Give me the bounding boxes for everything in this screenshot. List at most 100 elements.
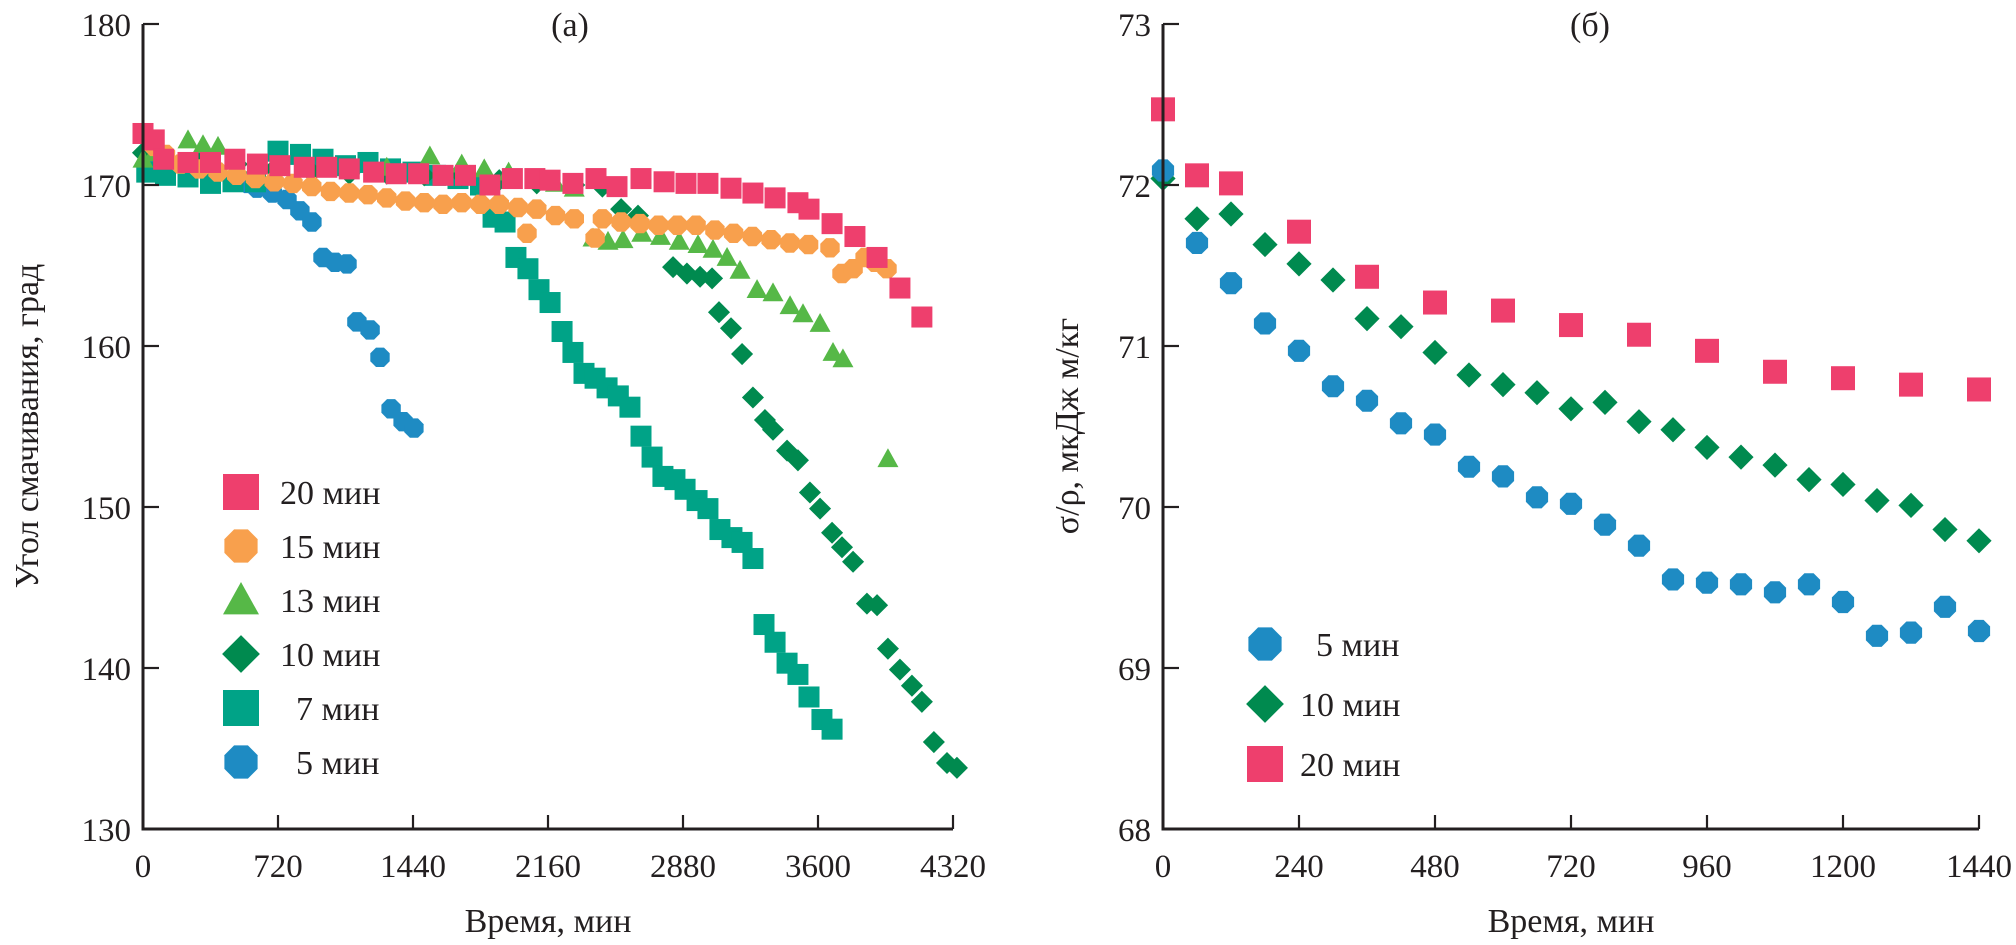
legend-marker-diamond-icon	[1246, 685, 1284, 723]
legend: 5 мин 10 мин 20 мин	[1246, 627, 1400, 784]
data-point	[1831, 590, 1855, 614]
data-point	[809, 312, 831, 332]
data-point	[866, 594, 889, 617]
data-point	[455, 164, 476, 186]
data-point	[489, 194, 509, 214]
legend-item: 20 мин	[1247, 746, 1400, 784]
data-point	[1218, 201, 1244, 227]
data-point	[697, 172, 719, 194]
data-point	[798, 234, 819, 255]
legend-label: 20 мин	[1300, 747, 1400, 784]
data-point	[1524, 380, 1550, 406]
data-point	[246, 153, 268, 175]
x-tick-label: 240	[1274, 849, 1324, 885]
data-point	[761, 230, 781, 250]
data-point	[1661, 568, 1685, 591]
data-point	[562, 172, 584, 194]
data-point	[1184, 206, 1210, 232]
data-point	[1933, 595, 1957, 618]
data-point	[539, 169, 561, 191]
legend-label: 20 мин	[280, 475, 380, 512]
data-point	[668, 230, 690, 250]
data-point	[539, 292, 561, 314]
data-point	[922, 731, 945, 754]
data-point	[702, 238, 724, 258]
data-point	[746, 279, 768, 299]
data-point	[889, 277, 911, 299]
data-point	[338, 158, 360, 180]
data-point	[1559, 492, 1583, 515]
data-point	[1491, 465, 1515, 488]
data-point	[419, 145, 441, 165]
data-point	[842, 550, 865, 573]
data-point	[377, 188, 397, 208]
data-point	[1558, 396, 1584, 422]
panel-title: (a)	[551, 7, 589, 44]
x-tick-label: 1440	[380, 849, 446, 885]
legend-marker-octagon-icon	[224, 745, 258, 779]
data-point	[1864, 487, 1890, 514]
data-point	[1253, 312, 1277, 335]
data-point	[1354, 306, 1380, 332]
data-point	[1286, 251, 1312, 277]
data-point	[1967, 377, 1991, 402]
data-point	[707, 301, 731, 324]
y-tick-labels: 130 140 150 160 170 180	[82, 8, 132, 849]
x-tick-labels: 0 240 480 720 960 1200 1440	[1155, 849, 2012, 885]
series-5-мин	[1151, 159, 1991, 647]
legend-label: 10 мин	[280, 637, 380, 674]
data-point	[1728, 444, 1754, 470]
data-point	[606, 176, 628, 198]
x-tick-label: 1200	[1810, 849, 1876, 885]
data-point	[404, 418, 424, 438]
data-point	[786, 449, 809, 472]
data-point	[592, 209, 613, 229]
data-point	[821, 521, 844, 544]
data-point	[1729, 573, 1753, 596]
legend-label: 13 мин	[280, 583, 380, 620]
data-point	[192, 134, 214, 154]
legend-label: 10 мин	[1300, 687, 1400, 724]
data-point	[1219, 272, 1243, 295]
data-point	[1389, 412, 1413, 435]
data-point	[408, 163, 430, 185]
x-tick-label: 480	[1410, 849, 1460, 885]
data-point	[945, 756, 968, 779]
y-axis-title: Угол смачивания, град	[9, 264, 46, 589]
x-tick-label: 960	[1682, 849, 1732, 885]
data-point	[370, 347, 390, 367]
data-point	[433, 194, 453, 214]
data-point	[798, 481, 821, 504]
data-point	[762, 282, 784, 302]
data-point	[731, 531, 753, 553]
x-tick-label: 2880	[650, 849, 716, 885]
data-point	[1932, 516, 1958, 543]
data-point	[293, 156, 315, 178]
legend-marker-square-icon	[1247, 746, 1283, 782]
data-point	[719, 317, 743, 340]
data-point	[1898, 492, 1924, 518]
data-point	[821, 213, 843, 235]
data-point	[822, 341, 844, 361]
data-point	[820, 238, 840, 258]
data-point	[224, 148, 246, 170]
y-axis-title: σ/ρ, мкДж м/кг	[1049, 318, 1086, 534]
x-tick-label: 1440	[1946, 849, 2012, 885]
x-axis-title: Время, мин	[1488, 903, 1655, 940]
y-tick-label: 68	[1118, 813, 1151, 849]
data-point	[562, 341, 584, 363]
data-point	[452, 193, 472, 213]
axes	[141, 22, 955, 831]
data-point	[177, 151, 199, 173]
legend-marker-triangle-icon	[223, 582, 259, 615]
panel-title: (б)	[1570, 7, 1610, 44]
data-point	[1694, 434, 1720, 461]
x-tick-label: 2160	[515, 849, 581, 885]
data-point	[517, 258, 539, 280]
y-tick-label: 69	[1118, 652, 1151, 688]
y-tick-label: 140	[82, 652, 132, 688]
data-point	[207, 135, 229, 155]
data-point	[787, 663, 809, 685]
data-point	[1355, 264, 1379, 289]
